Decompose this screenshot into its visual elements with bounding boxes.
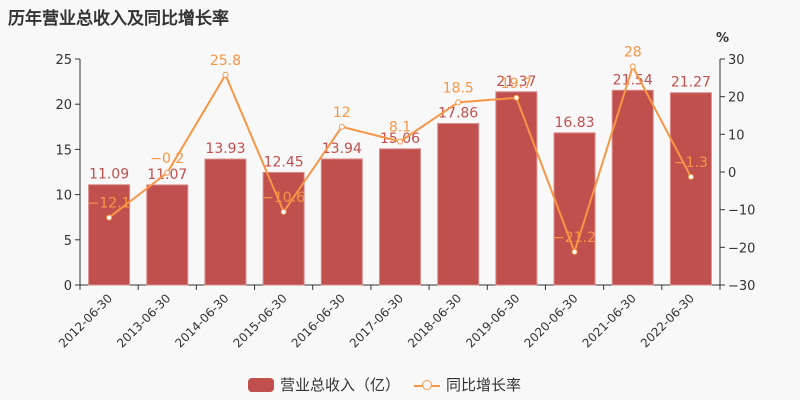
bar-value-label: 17.86 (438, 106, 478, 122)
bar-2016-06-30[interactable] (320, 158, 363, 286)
growth-point-2018-06-30[interactable] (455, 99, 462, 106)
growth-point-2012-06-30[interactable] (106, 214, 113, 221)
x-axis-tick-label: 2020-06-30 (521, 291, 580, 350)
growth-point-2019-06-30[interactable] (513, 94, 520, 101)
legend-line-label[interactable]: 同比增长率 (446, 376, 522, 394)
x-axis-tick-label: 2022-06-30 (638, 291, 697, 350)
growth-point-2013-06-30[interactable] (164, 169, 171, 176)
right-axis-tick-label: 30 (728, 53, 745, 68)
bar-value-label: 21.37 (496, 74, 536, 90)
x-axis-tick-label: 2018-06-30 (405, 291, 464, 350)
growth-value-label: 19.7 (501, 76, 532, 92)
left-axis-tick-label: 20 (55, 98, 72, 113)
left-axis-tick-label: 5 (64, 234, 72, 249)
right-axis-tick-label: 20 (728, 91, 745, 106)
x-axis-tick-label: 2021-06-30 (580, 291, 639, 350)
right-axis-unit: % (716, 31, 729, 46)
bar-2019-06-30[interactable] (495, 91, 538, 286)
growth-point-2016-06-30[interactable] (338, 123, 345, 130)
x-axis-tick-label: 2019-06-30 (463, 291, 522, 350)
x-axis-tick-label: 2012-06-30 (56, 291, 115, 350)
growth-value-label: −21.2 (553, 230, 596, 246)
x-axis-tick-label: 2017-06-30 (347, 291, 406, 350)
growth-point-2014-06-30[interactable] (222, 71, 229, 78)
growth-value-label: −0.2 (150, 151, 184, 167)
growth-value-label: 18.5 (443, 80, 474, 96)
growth-point-2022-06-30[interactable] (687, 173, 694, 180)
growth-point-2021-06-30[interactable] (629, 63, 636, 70)
bar-value-label: 11.09 (89, 167, 129, 183)
bar-value-label: 21.54 (613, 72, 653, 88)
left-axis-tick-label: 0 (64, 279, 72, 294)
bar-value-label: 13.93 (205, 141, 245, 157)
bar-2013-06-30[interactable] (146, 184, 189, 286)
bar-2012-06-30[interactable] (88, 184, 131, 286)
left-axis-tick-label: 10 (55, 189, 72, 204)
growth-point-2020-06-30[interactable] (571, 248, 578, 255)
chart-title: 历年营业总收入及同比增长率 (8, 9, 229, 29)
bar-value-label: 12.45 (264, 154, 304, 170)
right-axis-tick-label: −10 (728, 204, 755, 219)
bar-2014-06-30[interactable] (204, 158, 247, 286)
chart-plot: 0510152025−30−20−100102030%11.0911.0713.… (55, 31, 755, 350)
growth-value-label: −1.3 (674, 155, 708, 171)
x-axis-tick-label: 2013-06-30 (114, 291, 173, 350)
bar-value-label: 13.94 (322, 141, 362, 157)
right-axis-tick-label: −30 (728, 279, 755, 294)
x-axis-tick-label: 2016-06-30 (289, 291, 348, 350)
legend-line-marker-icon[interactable] (414, 378, 441, 392)
bar-2017-06-30[interactable] (379, 148, 421, 286)
bar-2022-06-30[interactable] (669, 92, 712, 286)
right-axis-tick-label: 0 (728, 166, 736, 181)
growth-value-label: 28 (624, 45, 642, 61)
legend-bar-label[interactable]: 营业总收入（亿） (280, 376, 401, 394)
right-axis-tick-label: −20 (728, 241, 755, 256)
left-axis-tick-label: 15 (55, 143, 72, 158)
growth-value-label: 8.1 (389, 119, 411, 135)
left-axis-tick-label: 25 (55, 53, 72, 68)
bar-2018-06-30[interactable] (437, 123, 480, 286)
x-axis-tick-label: 2015-06-30 (231, 291, 290, 350)
growth-point-2015-06-30[interactable] (280, 208, 287, 215)
growth-value-label: −10.6 (262, 190, 305, 206)
growth-value-label: 25.8 (210, 53, 241, 69)
legend-bar-swatch-icon[interactable] (248, 377, 274, 392)
right-axis-tick-label: 10 (728, 128, 745, 143)
growth-point-2017-06-30[interactable] (397, 138, 403, 145)
x-axis-tick-label: 2014-06-30 (172, 291, 231, 350)
bar-value-label: 21.27 (671, 75, 711, 91)
growth-value-label: 12 (333, 105, 351, 121)
bar-2021-06-30[interactable] (611, 89, 654, 286)
bar-value-label: 16.83 (554, 115, 594, 131)
legend: 营业总收入（亿） 同比增长率 (248, 374, 521, 395)
growth-value-label: −12.1 (88, 196, 131, 212)
